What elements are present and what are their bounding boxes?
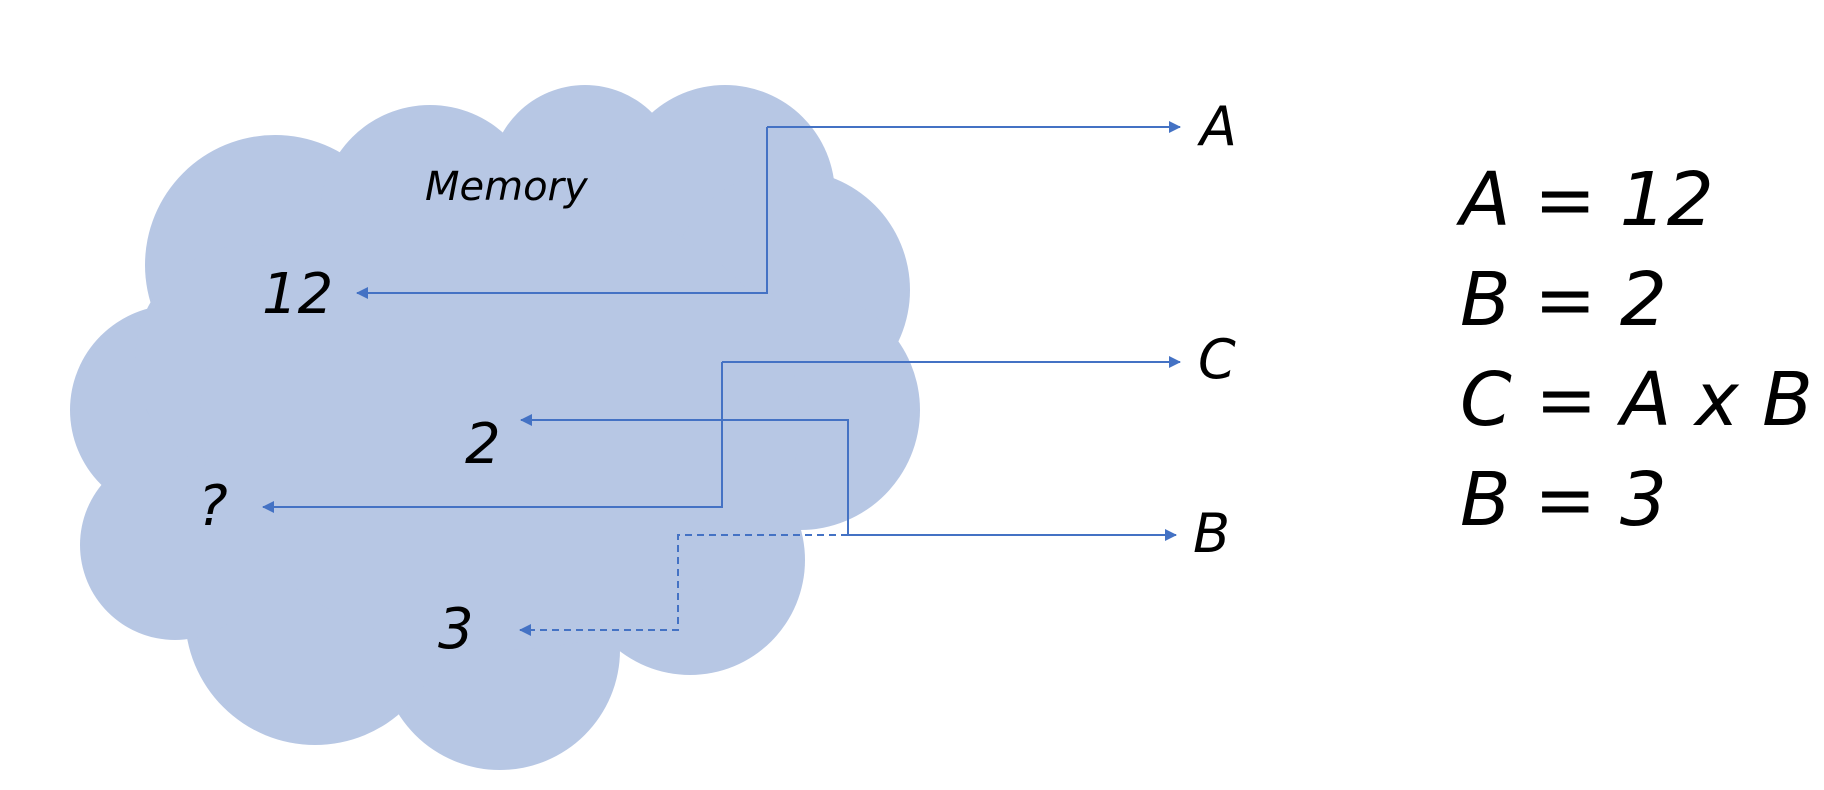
connector-b-to-2 xyxy=(520,414,849,535)
memory-label: Memory xyxy=(425,164,589,210)
memory-value-2: 2 xyxy=(465,412,501,477)
equation-line: B = 3 xyxy=(1460,457,1667,543)
variable-label-b: B xyxy=(1193,502,1230,565)
connector-b-to-3-dashed xyxy=(519,534,848,636)
memory-value-unknown: ? xyxy=(198,474,228,539)
variable-label-a: A xyxy=(1197,95,1237,158)
memory-value-12: 12 xyxy=(262,262,333,327)
memory-value-3: 3 xyxy=(438,597,474,662)
equation-line: C = A x B xyxy=(1460,357,1813,443)
equation-line: A = 12 xyxy=(1460,157,1714,243)
variable-label-c: C xyxy=(1198,328,1236,391)
memory-cloud xyxy=(70,85,920,770)
equation-line: B = 2 xyxy=(1460,257,1667,343)
connector-c-to-unknown xyxy=(262,362,723,513)
equation-list: A = 12 B = 2 C = A x B B = 3 xyxy=(1460,150,1813,550)
connector-a-to-12 xyxy=(356,127,768,299)
